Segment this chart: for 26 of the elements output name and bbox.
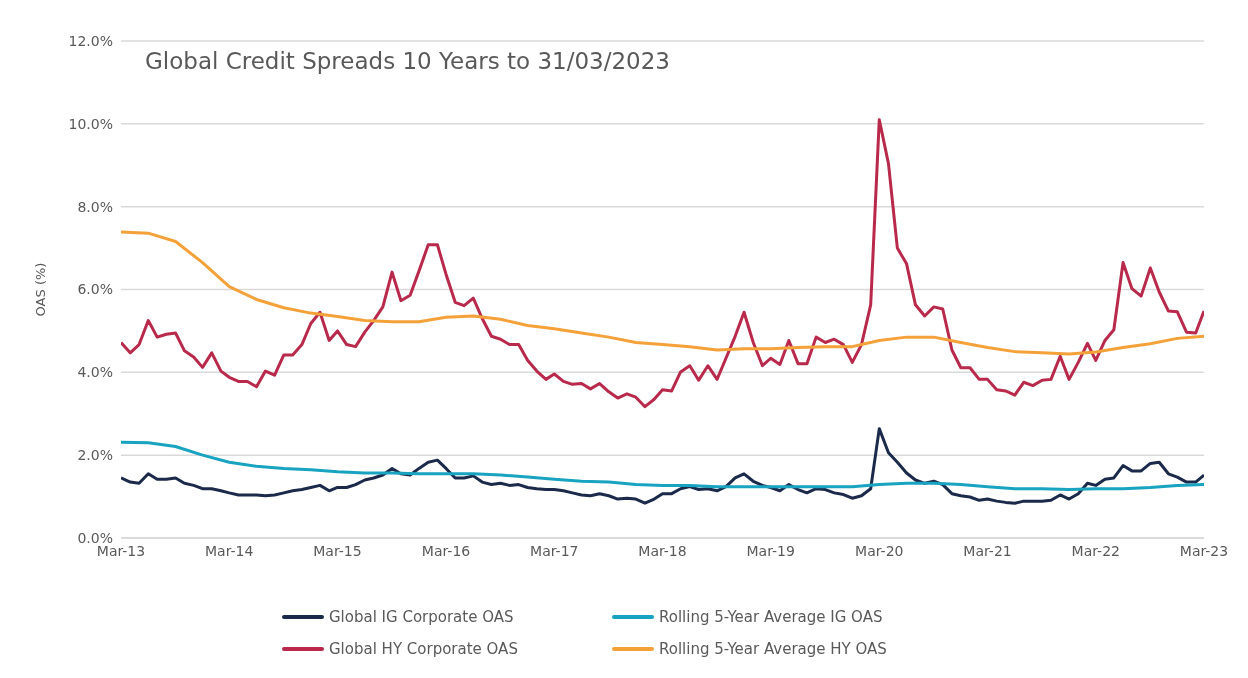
y-axis-title: OAS (%) xyxy=(32,262,48,317)
y-tick-label: 6.0% xyxy=(77,281,113,298)
y-tick-label: 2.0% xyxy=(77,447,113,464)
line-series xyxy=(121,440,1204,492)
x-tick-label: Mar-18 xyxy=(638,542,687,559)
line-series xyxy=(121,230,1204,356)
y-tick-label: 10.0% xyxy=(68,115,113,132)
x-tick-label: Mar-14 xyxy=(205,542,254,559)
y-tick-label: 8.0% xyxy=(77,198,113,215)
x-tick-label: Mar-17 xyxy=(530,542,579,559)
y-tick-label: 4.0% xyxy=(77,364,113,381)
x-tick-label: Mar-16 xyxy=(421,542,471,559)
legend-label: Rolling 5-Year Average HY OAS xyxy=(659,640,887,658)
chart-title: Global Credit Spreads 10 Years to 31/03/2023 xyxy=(145,48,670,74)
legend-label: Global HY Corporate OAS xyxy=(329,640,518,658)
x-tick-label: Mar-20 xyxy=(855,542,904,559)
x-tick-label: Mar-22 xyxy=(1071,542,1120,559)
x-tick-label: Mar-21 xyxy=(963,542,1012,559)
x-tick-label: Mar-19 xyxy=(746,542,795,559)
legend-label: Rolling 5-Year Average IG OAS xyxy=(659,608,883,626)
line-series xyxy=(121,427,1204,505)
line-series xyxy=(121,118,1204,409)
x-tick-label: Mar-23 xyxy=(1179,542,1229,559)
x-tick-label: Mar-15 xyxy=(313,542,362,559)
y-tick-label: 12.0% xyxy=(68,32,113,49)
legend-label: Global IG Corporate OAS xyxy=(329,608,514,626)
